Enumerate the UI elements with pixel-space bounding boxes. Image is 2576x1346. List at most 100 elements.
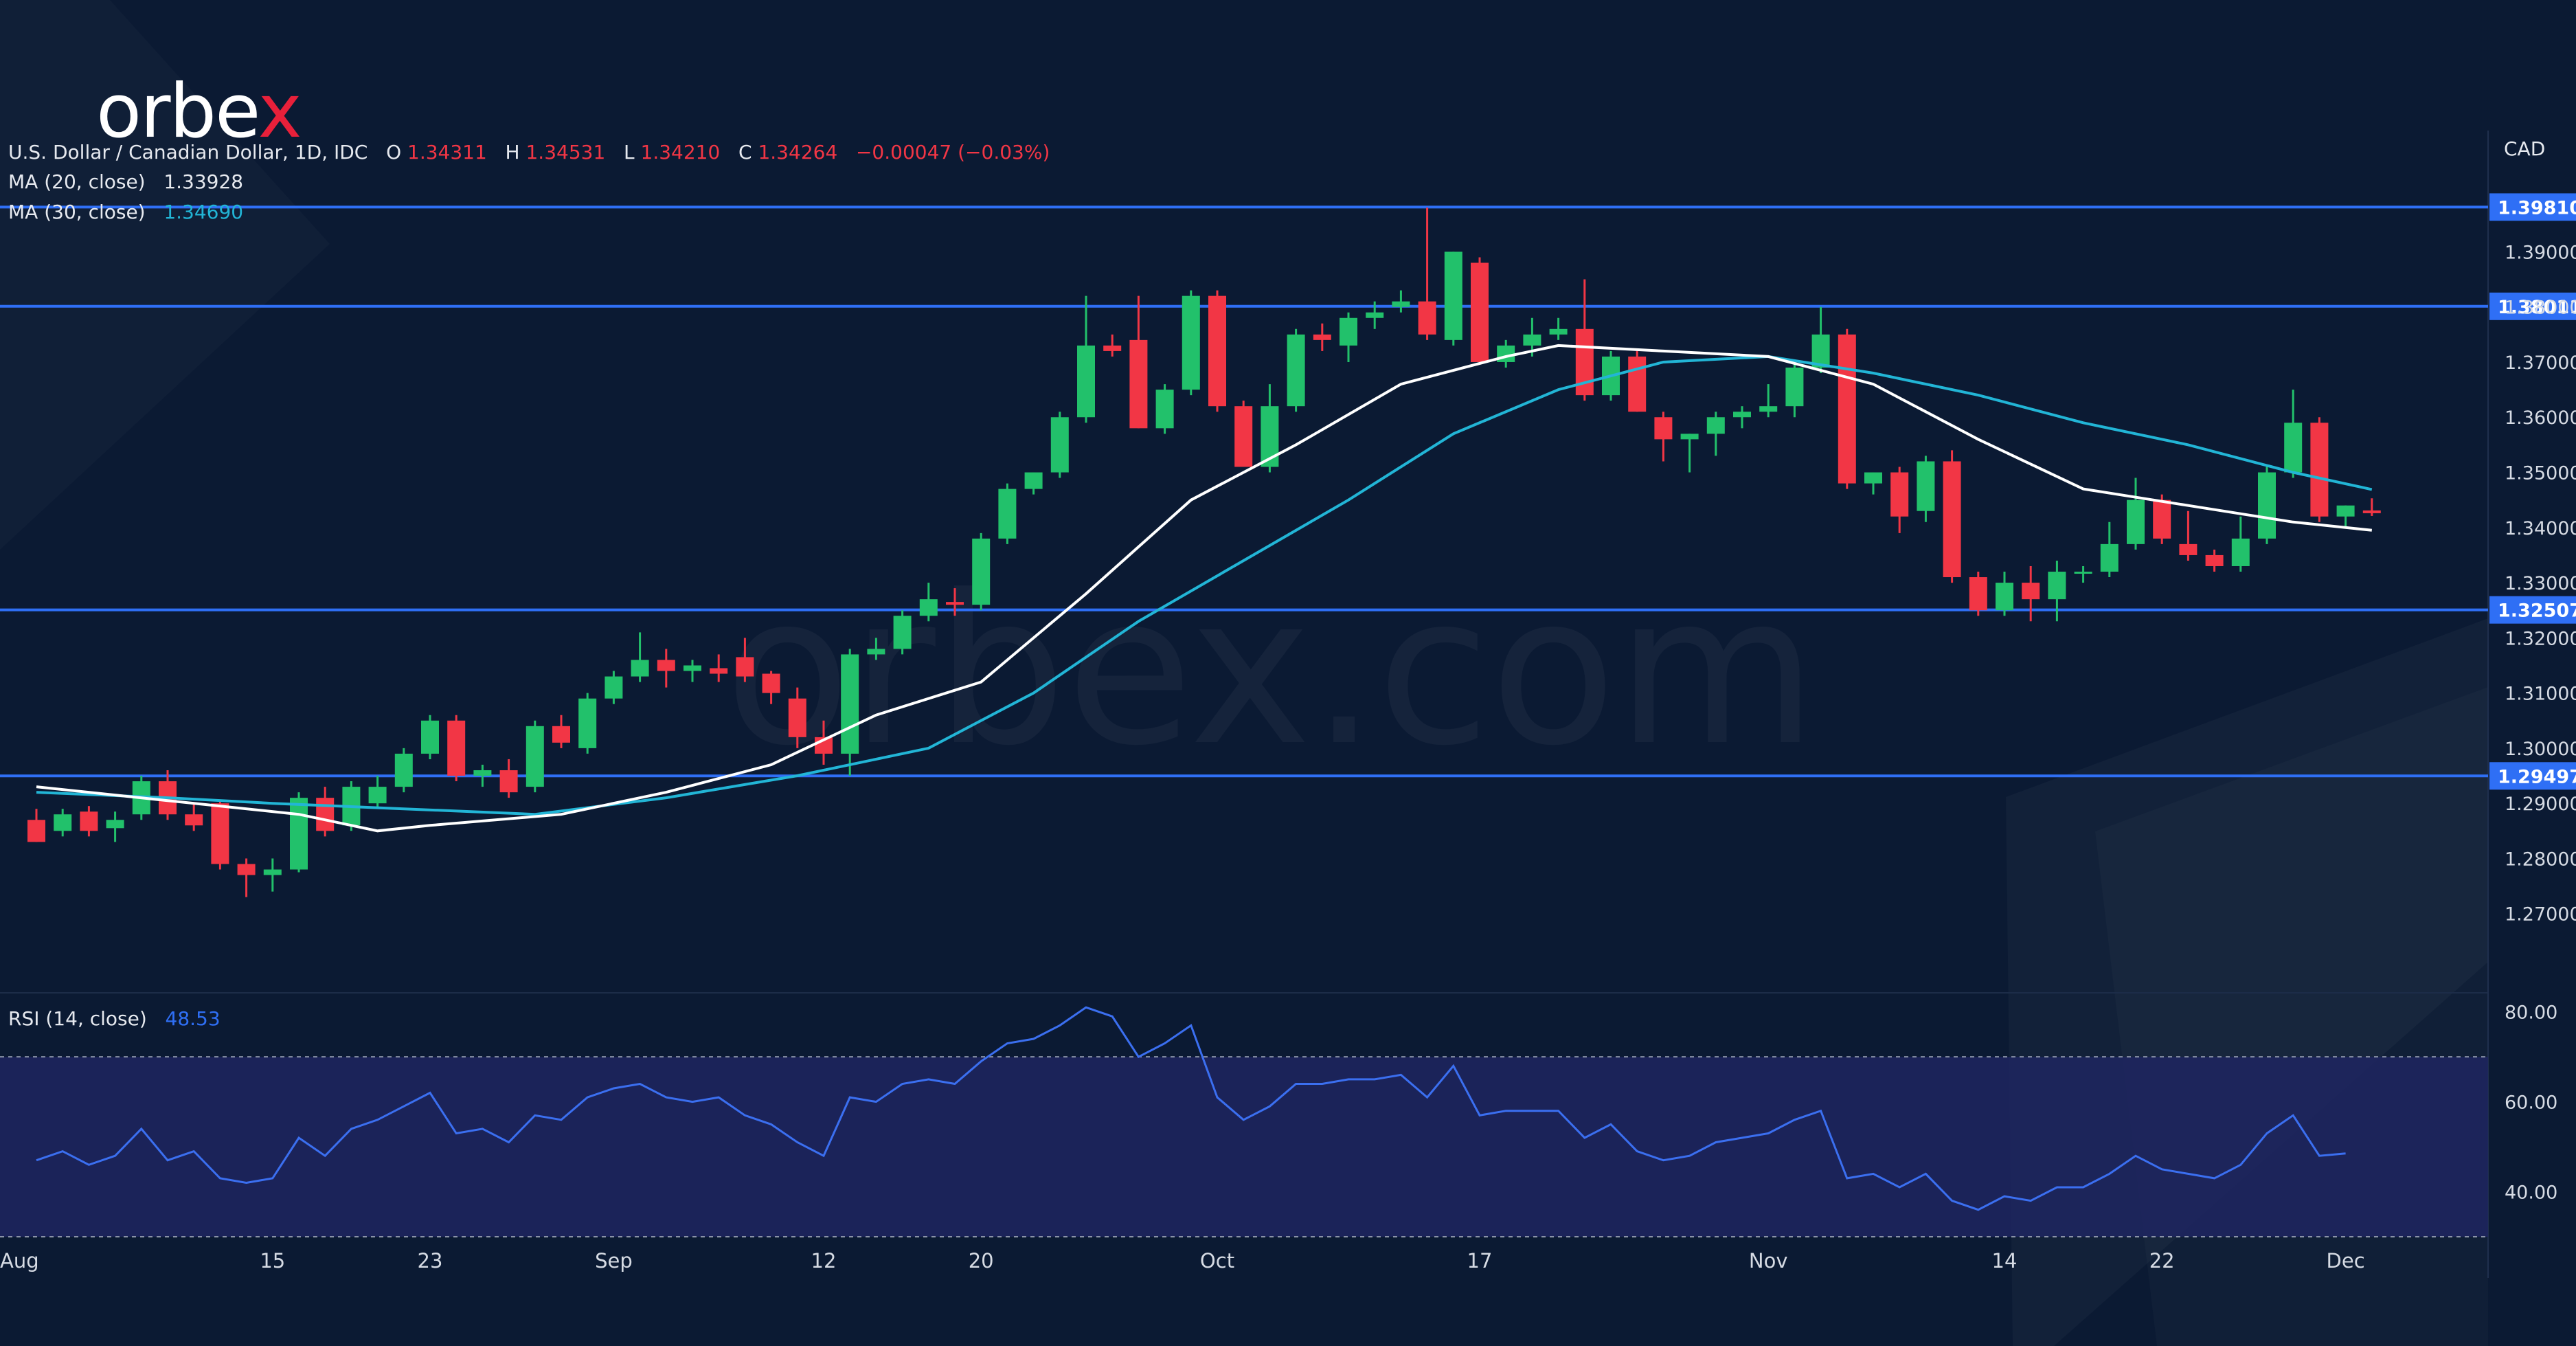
time-tick-label: Oct bbox=[1200, 1249, 1234, 1272]
price-tick-label: 1.33000 bbox=[2505, 573, 2576, 594]
candle-body bbox=[1523, 334, 1541, 346]
candle-body bbox=[447, 720, 466, 776]
time-tick-label: 20 bbox=[969, 1249, 994, 1272]
orbex-logo: orbex bbox=[96, 69, 302, 155]
open-label: O bbox=[386, 141, 402, 164]
watermark-text: orbex.com bbox=[725, 551, 1817, 791]
candle-body bbox=[1969, 577, 1987, 611]
price-tick-label: 1.32000 bbox=[2505, 628, 2576, 649]
candle-body bbox=[1155, 390, 1174, 429]
price-tick-label: 1.31000 bbox=[2505, 684, 2576, 705]
price-tick-label: 1.35000 bbox=[2505, 463, 2576, 484]
candle-body bbox=[290, 798, 308, 870]
price-tick-label: 1.28000 bbox=[2505, 849, 2576, 870]
candle-body bbox=[2100, 543, 2119, 572]
change-value: −0.00047 (−0.03%) bbox=[855, 141, 1050, 164]
candle-body bbox=[185, 814, 203, 826]
candle-body bbox=[1759, 406, 1778, 412]
rsi-line bbox=[36, 1006, 2346, 1211]
ma20-value: 1.33928 bbox=[163, 170, 244, 193]
candle-body bbox=[1208, 295, 1226, 407]
candle-body bbox=[1680, 434, 1699, 440]
ma30-value: 1.34690 bbox=[163, 201, 244, 223]
candle-body bbox=[1313, 334, 1331, 340]
time-tick-label: 17 bbox=[1467, 1249, 1493, 1272]
candle-body bbox=[657, 660, 675, 671]
time-axis[interactable]: Aug 15 23 Sep 12 20 Oct 17 Nov 14 22 Dec bbox=[0, 1249, 2365, 1272]
candle-body bbox=[1733, 412, 1751, 418]
low-value: 1.34210 bbox=[640, 141, 721, 164]
candle-body bbox=[1418, 301, 1436, 335]
candle-body bbox=[1838, 334, 1856, 484]
horizontal-levels bbox=[0, 205, 2488, 778]
candle-body bbox=[2231, 538, 2250, 566]
price-tick-label: 1.30000 bbox=[2505, 739, 2576, 760]
candle-body bbox=[421, 720, 439, 754]
ma30-label: MA (30, close) bbox=[8, 201, 146, 223]
candle-body bbox=[919, 599, 938, 616]
open-value: 1.34311 bbox=[407, 141, 487, 164]
candle-body bbox=[1050, 417, 1069, 473]
candle-body bbox=[1811, 334, 1830, 368]
candle-body bbox=[1864, 472, 1882, 484]
candle-body bbox=[1129, 339, 1148, 429]
candle-body bbox=[1024, 472, 1043, 489]
candle-body bbox=[1471, 262, 1489, 362]
candle-body bbox=[1340, 317, 1357, 346]
candle-body bbox=[1077, 345, 1095, 418]
rsi-tick-label: 80.00 bbox=[2505, 1002, 2557, 1024]
ma20-label: MA (20, close) bbox=[8, 170, 146, 193]
ma30-line bbox=[36, 355, 2373, 816]
price-tick-label: 1.39000 bbox=[2505, 242, 2576, 263]
price-tick-label: 1.36000 bbox=[2505, 407, 2576, 429]
low-label: L bbox=[623, 141, 635, 164]
candle-body bbox=[1549, 328, 1568, 335]
price-tick-label: 1.37000 bbox=[2505, 352, 2576, 374]
symbol-legend: U.S. Dollar / Canadian Dollar, 1D, IDC O… bbox=[8, 141, 1050, 164]
candle-body bbox=[736, 657, 754, 677]
candle-body bbox=[1996, 583, 2013, 611]
level-price-tag bbox=[2489, 292, 2576, 320]
close-label: C bbox=[738, 141, 752, 164]
candle-body bbox=[2284, 423, 2303, 473]
candle-body bbox=[2074, 572, 2092, 574]
time-tick-label: 15 bbox=[260, 1249, 285, 1272]
price-tick-label: 1.27000 bbox=[2505, 904, 2576, 926]
candle-body bbox=[1392, 301, 1410, 307]
level-price-tag bbox=[2489, 193, 2576, 221]
level-price-tag bbox=[2489, 762, 2576, 790]
candle-body bbox=[1917, 461, 1935, 511]
candle-body bbox=[788, 698, 806, 737]
time-tick-label: 14 bbox=[1992, 1249, 2018, 1272]
time-tick-label: 23 bbox=[418, 1249, 443, 1272]
price-axis[interactable]: 1.39810 1.38011 1.32507 1.29497 1.27000 1.280… bbox=[2489, 193, 2576, 1204]
candle-body bbox=[263, 869, 282, 875]
time-tick-label: Sep bbox=[595, 1249, 633, 1272]
watermark-group: orbex.com bbox=[725, 551, 1817, 791]
candle-body bbox=[998, 489, 1017, 539]
candle-body bbox=[526, 726, 544, 787]
candle-body bbox=[1890, 472, 1909, 517]
high-label: H bbox=[505, 141, 520, 164]
level-price-tag bbox=[2489, 596, 2576, 624]
time-tick-label: 22 bbox=[2149, 1249, 2175, 1272]
level-price-label: 1.32507 bbox=[2498, 601, 2576, 622]
candle-body bbox=[211, 803, 229, 864]
candle-body bbox=[841, 654, 859, 754]
price-tick-label: 1.29000 bbox=[2505, 794, 2576, 815]
candle-body bbox=[893, 616, 912, 649]
candle-body bbox=[1628, 356, 1647, 412]
candle-body bbox=[1785, 367, 1804, 407]
candle-body bbox=[2048, 572, 2066, 600]
ma30-legend: MA (30, close) 1.34690 bbox=[8, 201, 243, 223]
candle-body bbox=[2153, 500, 2171, 539]
candle-body bbox=[80, 811, 98, 831]
rsi-band bbox=[0, 1056, 2488, 1237]
candle-body bbox=[1366, 312, 1384, 318]
candle-body bbox=[972, 538, 991, 605]
candle-body bbox=[1444, 251, 1462, 340]
rsi-tick-label: 60.00 bbox=[2505, 1092, 2557, 1114]
candle-body bbox=[1103, 345, 1122, 351]
rsi-overbought-oversold-band bbox=[0, 1057, 2488, 1237]
